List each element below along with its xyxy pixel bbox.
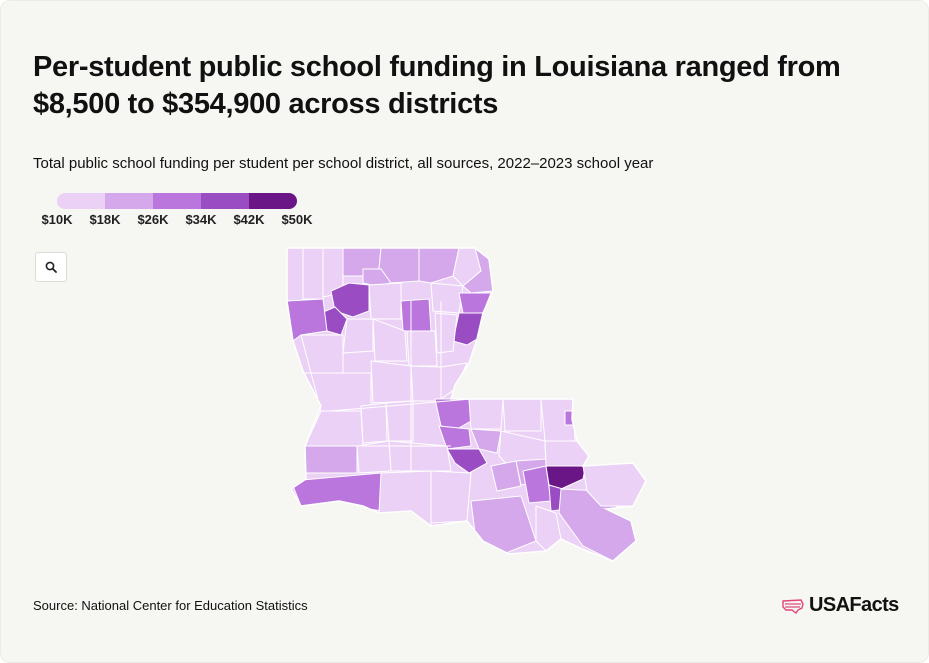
legend-label-6: $50K: [281, 212, 313, 227]
parish-6[interactable]: [418, 248, 460, 284]
chart-title: Per-student public school funding in Lou…: [33, 51, 841, 120]
parish-26[interactable]: [440, 362, 468, 400]
legend-label-5: $42K: [233, 212, 265, 227]
parish-42[interactable]: [378, 470, 432, 527]
legend-swatch-5: [249, 193, 297, 209]
legend-labels: $10K $18K $26K $34K $42K $50K: [33, 212, 312, 230]
parish-31[interactable]: [438, 425, 472, 450]
chart-subtitle: Total public school funding per student …: [33, 155, 654, 172]
legend-swatch-2: [105, 193, 153, 209]
parish-34[interactable]: [502, 398, 542, 432]
parish-1[interactable]: [287, 248, 304, 302]
parish-20[interactable]: [406, 330, 438, 367]
parish-13[interactable]: [368, 282, 402, 320]
legend-swatch-4: [201, 193, 249, 209]
parish-44[interactable]: [430, 470, 472, 524]
parish-33[interactable]: [468, 398, 504, 430]
parish-19[interactable]: [372, 318, 408, 362]
louisiana-map: [286, 247, 647, 562]
parish-16[interactable]: [458, 292, 492, 314]
legend-label-2: $18K: [89, 212, 121, 227]
state-outline: [286, 247, 647, 562]
parish-27[interactable]: [304, 410, 364, 447]
parish-15[interactable]: [430, 282, 464, 314]
parish-21[interactable]: [434, 312, 458, 354]
parish-29[interactable]: [385, 400, 414, 442]
magnifier-icon: [45, 261, 57, 273]
legend-label-1: $10K: [41, 212, 73, 227]
parish-25[interactable]: [410, 365, 442, 402]
usafacts-logo[interactable]: USAFacts: [781, 594, 899, 617]
parish-32[interactable]: [446, 448, 488, 474]
us-flag-map-icon: [782, 598, 804, 614]
parish-18[interactable]: [342, 318, 374, 354]
parish-2[interactable]: [302, 248, 324, 300]
parish-46[interactable]: [490, 460, 522, 492]
parish-border-2: [330, 398, 472, 412]
legend-bar: [57, 193, 297, 209]
color-legend: $10K $18K $26K $34K $42K $50K: [33, 193, 313, 230]
parish-14[interactable]: [400, 298, 432, 332]
legend-label-4: $34K: [185, 212, 217, 227]
parish-43[interactable]: [388, 440, 452, 472]
parish-5[interactable]: [378, 248, 420, 284]
parish-17[interactable]: [452, 312, 484, 346]
parish-53[interactable]: [544, 440, 590, 467]
parish-30[interactable]: [434, 398, 472, 430]
parish-24[interactable]: [370, 360, 412, 404]
legend-label-3: $26K: [137, 212, 169, 227]
parish-39[interactable]: [304, 445, 358, 474]
parish-28[interactable]: [360, 402, 388, 444]
zoom-button[interactable]: [35, 252, 67, 282]
legend-swatch-3: [153, 193, 201, 209]
source-note: Source: National Center for Education St…: [33, 598, 308, 613]
legend-swatch-1: [57, 193, 105, 209]
parish-37[interactable]: [470, 428, 502, 454]
logo-text: USAFacts: [809, 594, 899, 616]
